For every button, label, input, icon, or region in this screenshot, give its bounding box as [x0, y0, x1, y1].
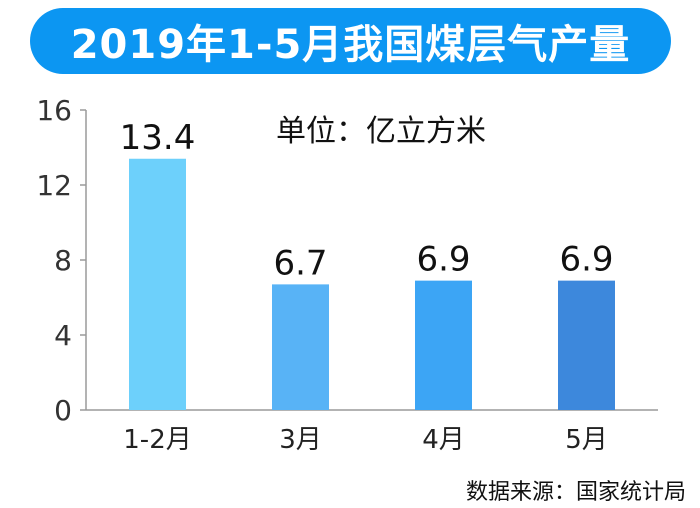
x-tick-label: 4月: [422, 425, 465, 455]
bar: [558, 280, 615, 410]
x-tick-label: 1-2月: [123, 425, 191, 455]
y-tick-label: 4: [54, 319, 72, 352]
y-tick-label: 8: [54, 244, 72, 277]
y-tick-label: 12: [36, 169, 72, 202]
bar: [272, 284, 329, 410]
bar: [415, 280, 472, 410]
chart-title: 2019年1-5月我国煤层气产量: [70, 22, 631, 68]
data-label: 6.9: [416, 240, 470, 280]
y-tick-label: 16: [36, 94, 72, 127]
data-label: 6.7: [273, 243, 327, 283]
data-label: 13.4: [120, 118, 196, 158]
bar: [129, 158, 186, 410]
x-tick-label: 5月: [565, 425, 608, 455]
data-label: 6.9: [559, 240, 613, 280]
title-banner: 2019年1-5月我国煤层气产量: [30, 8, 671, 74]
unit-label: 单位：亿立方米: [276, 114, 486, 149]
y-tick-label: 0: [54, 394, 72, 427]
source-label: 数据来源：国家统计局: [465, 480, 686, 505]
x-tick-label: 3月: [279, 425, 322, 455]
